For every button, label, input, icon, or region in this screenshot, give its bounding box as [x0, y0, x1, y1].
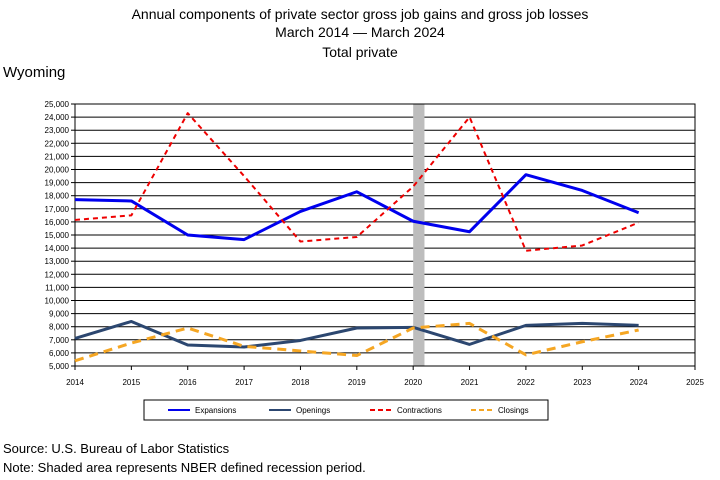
x-tick-label: 2016	[179, 378, 197, 387]
y-tick-label: 25,000	[45, 100, 70, 109]
x-tick-label: 2025	[686, 378, 704, 387]
legend: Expansions Openings Contractions Closings	[143, 399, 549, 421]
y-tick-label: 7,000	[49, 336, 70, 345]
y-tick-label: 9,000	[49, 310, 70, 319]
region-label: Wyoming	[3, 64, 66, 81]
x-tick-label: 2020	[404, 378, 422, 387]
y-tick-label: 12,000	[45, 270, 70, 279]
legend-label-closings: Closings	[498, 406, 529, 415]
y-tick-label: 23,000	[45, 126, 70, 135]
x-tick-label: 2015	[122, 378, 140, 387]
x-tick-label: 2017	[235, 378, 253, 387]
x-tick-label: 2014	[66, 378, 84, 387]
series-line-openings	[74, 319, 639, 349]
y-tick-label: 14,000	[45, 244, 70, 253]
y-tick-label: 20,000	[45, 166, 70, 175]
y-tick-label: 22,000	[45, 139, 70, 148]
legend-label-expansions: Expansions	[195, 406, 236, 415]
y-tick-label: 15,000	[45, 231, 70, 240]
x-tick-label: 2021	[461, 378, 479, 387]
y-tick-label: 6,000	[49, 349, 70, 358]
y-tick-label: 19,000	[45, 179, 70, 188]
y-tick-label: 16,000	[45, 218, 70, 227]
y-tick-label: 18,000	[45, 192, 70, 201]
y-tick-label: 21,000	[45, 152, 70, 161]
y-tick-label: 13,000	[45, 257, 70, 266]
legend-label-openings: Openings	[296, 406, 330, 415]
chart-subtitle-sector: Total private	[322, 44, 398, 60]
x-tick-label: 2022	[517, 378, 535, 387]
legend-box	[143, 399, 549, 421]
recession-shading	[413, 104, 425, 366]
y-tick-label: 5,000	[49, 362, 70, 371]
y-tick-label: 17,000	[45, 205, 70, 214]
x-tick-label: 2018	[292, 378, 310, 387]
legend-label-contractions: Contractions	[397, 406, 442, 415]
y-tick-label: 10,000	[45, 297, 70, 306]
x-tick-label: 2019	[348, 378, 366, 387]
y-tick-label: 8,000	[49, 323, 70, 332]
source-note: Source: U.S. Bureau of Labor Statistics	[3, 441, 230, 456]
recession-note: Note: Shaded area represents NBER define…	[3, 460, 366, 475]
series-line-expansions	[74, 173, 640, 242]
x-tick-label: 2024	[630, 378, 648, 387]
y-tick-label: 11,000	[45, 283, 69, 292]
x-tick-label: 2023	[573, 378, 591, 387]
chart-subtitle-period: March 2014 — March 2024	[275, 24, 445, 40]
y-tick-label: 24,000	[45, 113, 70, 122]
chart-title: Annual components of private sector gros…	[131, 6, 589, 22]
